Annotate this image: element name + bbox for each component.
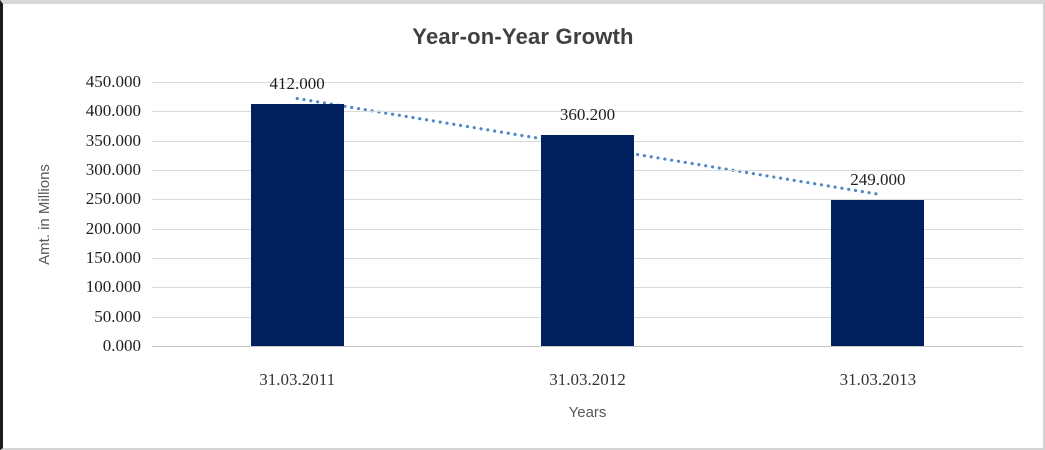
y-tick-label: 200.000 (85, 218, 141, 238)
y-tick-label: 400.000 (85, 101, 141, 121)
bar-value-label: 360.200 (559, 104, 616, 124)
y-tick-label: 350.000 (85, 130, 141, 150)
bar-value-label: 249.000 (850, 169, 906, 189)
trendline (295, 96, 880, 196)
y-tick-label: 450.000 (85, 72, 141, 91)
y-tick-label: 50.000 (94, 306, 141, 326)
trendline-svg (295, 96, 880, 196)
bar (831, 199, 925, 346)
gridline (152, 346, 1023, 347)
plot-area (152, 82, 1023, 347)
bar (541, 134, 634, 346)
gridline (152, 111, 1023, 113)
y-tick-label: 300.000 (85, 160, 141, 179)
bar-value-label: 412.000 (269, 74, 325, 94)
chart-title: Year-on-Year Growth (412, 24, 634, 49)
y-tick-label: 250.000 (85, 189, 141, 209)
bar (250, 104, 344, 346)
gridline (152, 82, 1023, 83)
x-tick-label: 31.03.2011 (259, 370, 336, 389)
y-tick-label: 100.000 (85, 277, 141, 297)
y-tick-label: 150.000 (85, 248, 141, 267)
x-tick-label: 31.03.2012 (549, 370, 626, 389)
x-tick-label: 31.03.2013 (839, 370, 917, 389)
y-tick-label: 0.000 (102, 336, 141, 355)
x-axis-title: Years (568, 404, 607, 421)
